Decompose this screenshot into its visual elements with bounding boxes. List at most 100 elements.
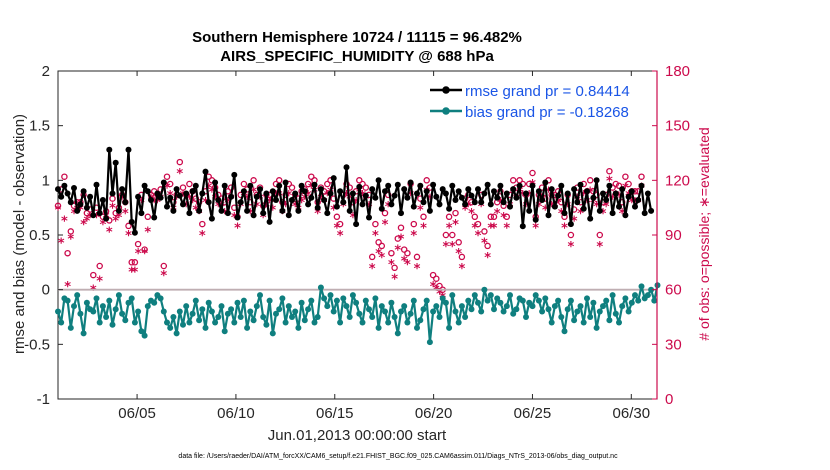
bias-point <box>430 308 437 315</box>
obs-evaluated-marker: * <box>555 196 562 211</box>
y-axis-label: rmse and bias (model - observation) <box>11 114 28 354</box>
rmse-point <box>189 188 196 195</box>
obs-evaluated-marker: * <box>600 207 607 222</box>
obs-evaluated-marker: * <box>183 200 190 215</box>
rmse-point <box>305 201 312 208</box>
bias-point <box>237 314 244 320</box>
rmse-point <box>417 182 424 189</box>
obs-possible-marker <box>64 249 71 257</box>
bias-point <box>282 319 289 326</box>
rmse-point <box>388 201 395 208</box>
bias-point <box>410 297 417 304</box>
rmse-point <box>478 199 485 206</box>
bias-point <box>212 319 219 326</box>
rmse-point <box>266 218 273 225</box>
bias-point <box>561 328 568 335</box>
obs-possible-marker <box>596 231 604 239</box>
obs-evaluated-marker: * <box>519 189 526 204</box>
bias-point <box>337 319 344 326</box>
bias-point <box>125 299 132 306</box>
y-tick-label: -0.5 <box>24 336 50 353</box>
obs-evaluated-marker: * <box>144 225 151 240</box>
x-tick-label: 06/05 <box>118 405 156 422</box>
bias-point <box>529 303 536 310</box>
bias-point <box>644 292 651 299</box>
rmse-point <box>519 223 526 230</box>
rmse-point <box>369 186 376 193</box>
bias-point <box>420 306 427 313</box>
rmse-point <box>330 175 337 182</box>
rmse-point <box>458 194 465 201</box>
rmse-point <box>394 181 401 188</box>
bias-point <box>93 295 100 302</box>
bias-point <box>404 319 411 326</box>
obs-possible-marker <box>449 231 456 239</box>
obs-possible-marker <box>413 253 421 261</box>
obs-possible-marker <box>381 209 389 217</box>
obs-possible-marker <box>391 264 398 272</box>
bias-point <box>173 330 180 337</box>
rmse-point <box>596 207 603 214</box>
bias-point <box>260 314 267 320</box>
obs-evaluated-marker: * <box>106 225 113 240</box>
obs-evaluated-marker: * <box>468 207 475 222</box>
obs-possible-marker <box>458 253 466 261</box>
obs-evaluated-marker: * <box>414 262 421 277</box>
rmse-point <box>215 197 222 203</box>
bias-point <box>196 317 203 324</box>
bias-point <box>494 295 501 302</box>
y-right-tick-label: 180 <box>665 63 690 80</box>
obs-evaluated-marker: * <box>119 193 126 208</box>
bias-point <box>651 297 658 304</box>
rmse-point <box>545 212 552 219</box>
bias-point <box>612 310 619 317</box>
bias-point <box>366 306 372 313</box>
rmse-point <box>192 182 199 189</box>
obs-evaluated-marker: * <box>571 214 578 229</box>
obs-possible-marker <box>404 249 411 257</box>
bias-point <box>164 319 170 326</box>
bias-point <box>346 314 353 320</box>
rmse-point <box>74 207 81 214</box>
rmse-point <box>606 182 613 189</box>
bias-point <box>442 299 449 306</box>
bias-point <box>234 299 241 306</box>
rmse-point <box>67 199 74 206</box>
rmse-point <box>208 215 215 222</box>
obs-possible-marker <box>160 262 168 270</box>
obs-evaluated-marker: * <box>410 229 417 244</box>
obs-evaluated-marker: * <box>224 196 231 211</box>
bias-point <box>205 299 212 306</box>
bias-point <box>465 297 472 304</box>
bias-point <box>324 303 331 310</box>
obs-evaluated-marker: * <box>164 182 171 197</box>
bias-point <box>414 324 420 331</box>
bias-point <box>244 324 251 331</box>
legend: rmse grand pr = 0.84414 bias grand pr = … <box>424 76 655 123</box>
obs-evaluated-marker: * <box>196 207 203 222</box>
obs-possible-marker <box>436 282 443 290</box>
rmse-point <box>628 188 635 195</box>
bias-point <box>80 330 87 337</box>
obs-evaluated-marker: * <box>205 182 212 197</box>
bias-point <box>215 314 222 320</box>
bias-point <box>471 292 478 299</box>
obs-possible-marker <box>487 213 495 221</box>
bias-point <box>542 295 549 302</box>
obs-possible-marker <box>176 158 184 166</box>
obs-evaluated-marker: * <box>340 200 347 215</box>
rmse-point <box>423 188 430 195</box>
rmse-point <box>298 182 305 189</box>
rmse-point <box>516 182 523 189</box>
bias-point <box>199 306 206 313</box>
bias-point <box>109 321 116 328</box>
obs-evaluated-marker: * <box>112 214 119 229</box>
rmse-point <box>484 181 491 188</box>
rmse-point <box>167 194 174 201</box>
y-tick-label: 2 <box>42 63 50 80</box>
rmse-point <box>529 182 536 189</box>
bias-point <box>452 308 459 315</box>
obs-evaluated-marker: * <box>349 211 356 226</box>
obs-evaluated-marker: * <box>77 204 84 219</box>
bias-point <box>635 297 642 304</box>
